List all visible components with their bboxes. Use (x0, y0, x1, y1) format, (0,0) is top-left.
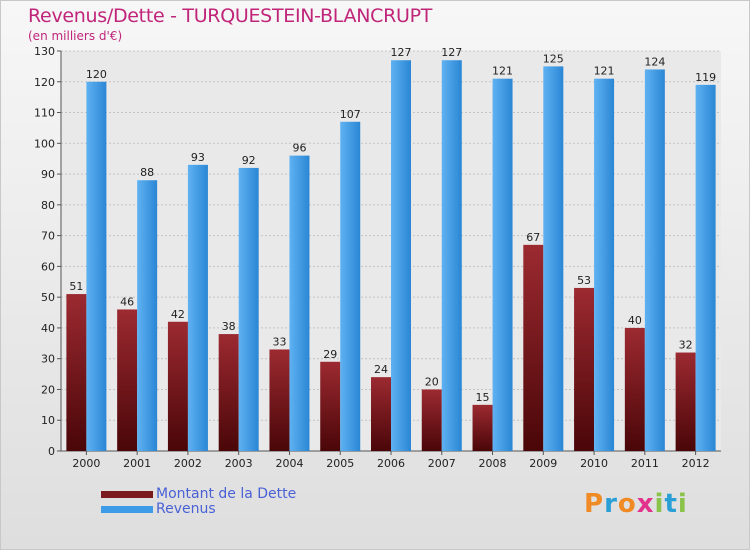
x-tick-label: 2012 (682, 457, 710, 470)
data-label-dette: 46 (120, 295, 134, 308)
x-tick-label: 2003 (225, 457, 253, 470)
data-label-dette: 24 (374, 363, 388, 376)
bar-dette (269, 349, 290, 451)
data-label-dette: 67 (526, 231, 540, 244)
data-label-revenus: 127 (441, 46, 462, 59)
y-tick-label: 90 (41, 168, 55, 181)
data-label-dette: 53 (577, 274, 591, 287)
data-label-revenus: 88 (140, 166, 154, 179)
data-label-revenus: 96 (292, 142, 306, 155)
chart-title: Revenus/Dette - TURQUESTEIN-BLANCRUPT (28, 5, 433, 27)
data-label-revenus: 121 (492, 65, 513, 78)
bar-revenus (238, 167, 259, 451)
data-label-dette: 51 (69, 280, 83, 293)
x-tick-label: 2009 (529, 457, 557, 470)
bar-revenus (695, 84, 716, 451)
x-tick-label: 2000 (72, 457, 100, 470)
bar-revenus (289, 155, 310, 451)
legend-label-dette: Montant de la Dette (156, 486, 297, 502)
bar-dette (675, 352, 696, 451)
data-label-revenus: 125 (543, 52, 564, 65)
bar-dette (167, 321, 188, 451)
y-tick-label: 120 (34, 76, 55, 89)
x-tick-label: 2007 (428, 457, 456, 470)
y-tick-label: 20 (41, 383, 55, 396)
y-tick-label: 100 (34, 137, 55, 150)
chart-subtitle: (en milliers d'€) (28, 29, 123, 43)
data-label-dette: 42 (171, 308, 185, 321)
y-tick-label: 80 (41, 199, 55, 212)
x-tick-label: 2002 (174, 457, 202, 470)
data-label-revenus: 124 (644, 55, 665, 68)
data-label-revenus: 121 (594, 65, 615, 78)
data-label-dette: 15 (476, 391, 490, 404)
data-label-dette: 40 (628, 314, 642, 327)
y-tick-label: 30 (41, 353, 55, 366)
data-label-revenus: 119 (695, 71, 716, 84)
bar-dette (117, 309, 138, 451)
bar-dette (371, 377, 391, 451)
bar-dette (523, 244, 544, 451)
bar-revenus (594, 78, 615, 451)
x-tick-label: 2004 (275, 457, 303, 470)
bar-dette (574, 287, 595, 451)
data-label-dette: 32 (679, 339, 693, 352)
bar-chart: 0 10 20 30 40 50 60 70 80 90 100 110 120 130 2000 51 120… (34, 45, 721, 470)
bar-dette (320, 361, 341, 451)
y-tick-label: 40 (41, 322, 55, 335)
bar-revenus (86, 81, 107, 452)
y-tick-label: 110 (34, 107, 55, 120)
x-tick-label: 2006 (377, 457, 405, 470)
data-label-revenus: 127 (391, 46, 412, 59)
x-tick-label: 2010 (580, 457, 608, 470)
data-label-dette: 29 (323, 348, 337, 361)
y-tick-label: 130 (34, 45, 55, 58)
data-label-dette: 33 (272, 335, 286, 348)
bar-revenus (340, 121, 361, 452)
data-label-revenus: 107 (340, 108, 361, 121)
y-tick-label: 50 (41, 291, 55, 304)
bar-dette (472, 404, 493, 451)
bar-dette (421, 389, 442, 451)
data-label-dette: 20 (425, 375, 439, 388)
data-label-revenus: 93 (191, 151, 205, 164)
y-tick-label: 70 (41, 230, 55, 243)
data-label-dette: 38 (222, 320, 236, 333)
bar-revenus (137, 180, 158, 451)
y-tick-label: 60 (41, 260, 55, 273)
legend-label-revenus: Revenus (156, 501, 216, 517)
bar-dette (624, 327, 645, 451)
bar-revenus (644, 69, 665, 451)
bar-revenus (391, 60, 411, 451)
bar-dette (218, 334, 239, 451)
bar-revenus (543, 66, 564, 451)
x-tick-label: 2008 (479, 457, 507, 470)
x-tick-label: 2011 (631, 457, 659, 470)
legend-swatch-revenus (101, 506, 153, 513)
y-tick-label: 10 (41, 414, 55, 427)
data-label-revenus: 120 (86, 68, 107, 81)
data-label-revenus: 92 (242, 154, 256, 167)
x-tick-label: 2001 (123, 457, 151, 470)
bar-dette (66, 294, 87, 451)
bar-revenus (441, 60, 462, 451)
proxiti-logo: Proxiti (584, 489, 688, 519)
legend-swatch-dette (101, 491, 153, 498)
bar-revenus (492, 78, 513, 451)
bar-revenus (187, 164, 208, 451)
x-tick-label: 2005 (326, 457, 354, 470)
y-tick-label: 0 (48, 445, 55, 458)
